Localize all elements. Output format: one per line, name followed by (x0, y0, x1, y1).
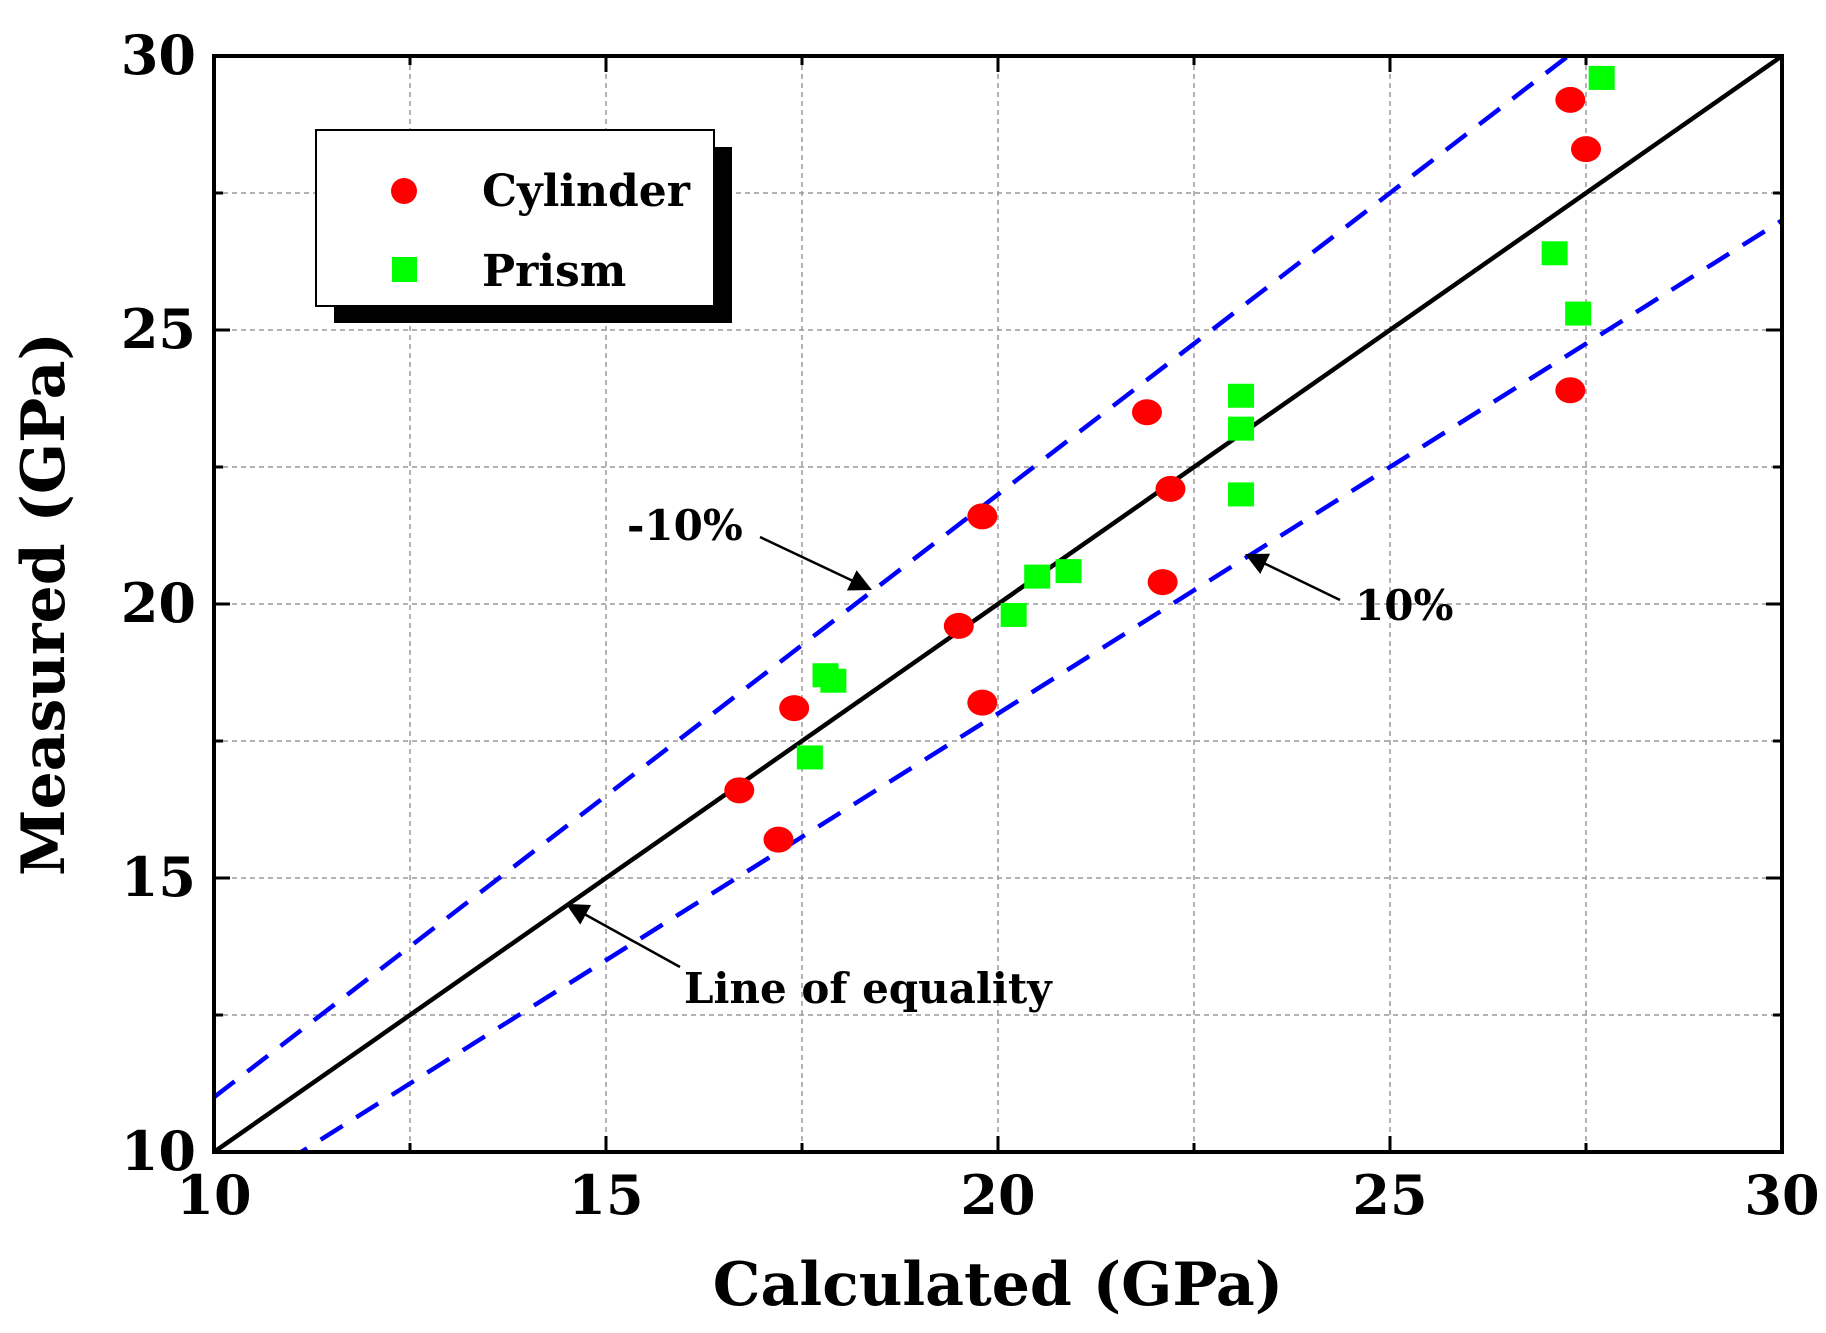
data-point-cylinder (1555, 86, 1586, 113)
data-point-prism (1541, 241, 1568, 266)
data-point-cylinder (967, 503, 998, 530)
x-tick-label: 20 (960, 1163, 1035, 1227)
y-tick-label: 15 (121, 845, 196, 909)
data-point-cylinder (779, 695, 810, 722)
legend-marker-prism (392, 257, 417, 282)
reference-line (214, 56, 1572, 1099)
annotation-plus10-arrow (1244, 553, 1341, 602)
y-tick-label: 10 (121, 1119, 196, 1183)
y-tick-label: 30 (121, 23, 196, 87)
data-point-prism (820, 668, 847, 693)
annotation-line-of-equality: Line of equality (684, 964, 1053, 1013)
x-tick-label: 25 (1352, 1163, 1427, 1227)
data-point-prism (1228, 383, 1255, 408)
data-point-cylinder (1155, 475, 1186, 502)
data-point-prism (1588, 65, 1615, 90)
x-axis-label: Calculated (GPa) (713, 1250, 1283, 1320)
data-points (724, 65, 1615, 853)
legend-marker-cylinder (391, 178, 417, 204)
axis-ticks: 10 15 20 25 30 10 15 20 25 30 (121, 23, 1820, 1227)
y-tick-label: 25 (121, 297, 196, 361)
data-point-prism (1055, 559, 1082, 584)
data-point-prism (1565, 301, 1592, 326)
legend: Cylinder Prism (315, 129, 732, 323)
data-point-cylinder (724, 777, 755, 804)
reference-line (214, 56, 1782, 1152)
y-axis-label: Measured (GPa) (9, 332, 79, 876)
annotation-minus10-arrow (759, 535, 873, 591)
data-point-cylinder (967, 689, 998, 716)
x-tick-label: 15 (568, 1163, 643, 1227)
data-point-cylinder (1131, 399, 1162, 426)
annotation-plus10: 10% (1355, 581, 1453, 630)
y-tick-label: 20 (121, 571, 196, 635)
reference-line (296, 218, 1782, 1152)
data-point-prism (1024, 564, 1051, 589)
data-point-cylinder (1571, 136, 1601, 163)
annotations: -10% 10% Line of equality (566, 501, 1453, 1013)
data-point-prism (1228, 416, 1255, 441)
legend-label-prism: Prism (482, 246, 626, 297)
data-point-prism (796, 745, 823, 770)
data-point-cylinder (1555, 377, 1586, 404)
legend-label-cylinder: Cylinder (482, 166, 691, 217)
data-point-cylinder (763, 826, 794, 853)
reference-lines (214, 56, 1782, 1152)
x-tick-label: 30 (1744, 1163, 1819, 1227)
annotation-minus10: -10% (627, 501, 743, 550)
data-point-prism (1000, 602, 1027, 627)
data-point-prism (1228, 482, 1255, 507)
x-tick-label: 10 (176, 1163, 251, 1227)
legend-box (315, 129, 715, 307)
data-point-cylinder (1147, 569, 1178, 596)
annotation-equality-arrow (566, 903, 681, 969)
data-point-cylinder (943, 612, 974, 639)
